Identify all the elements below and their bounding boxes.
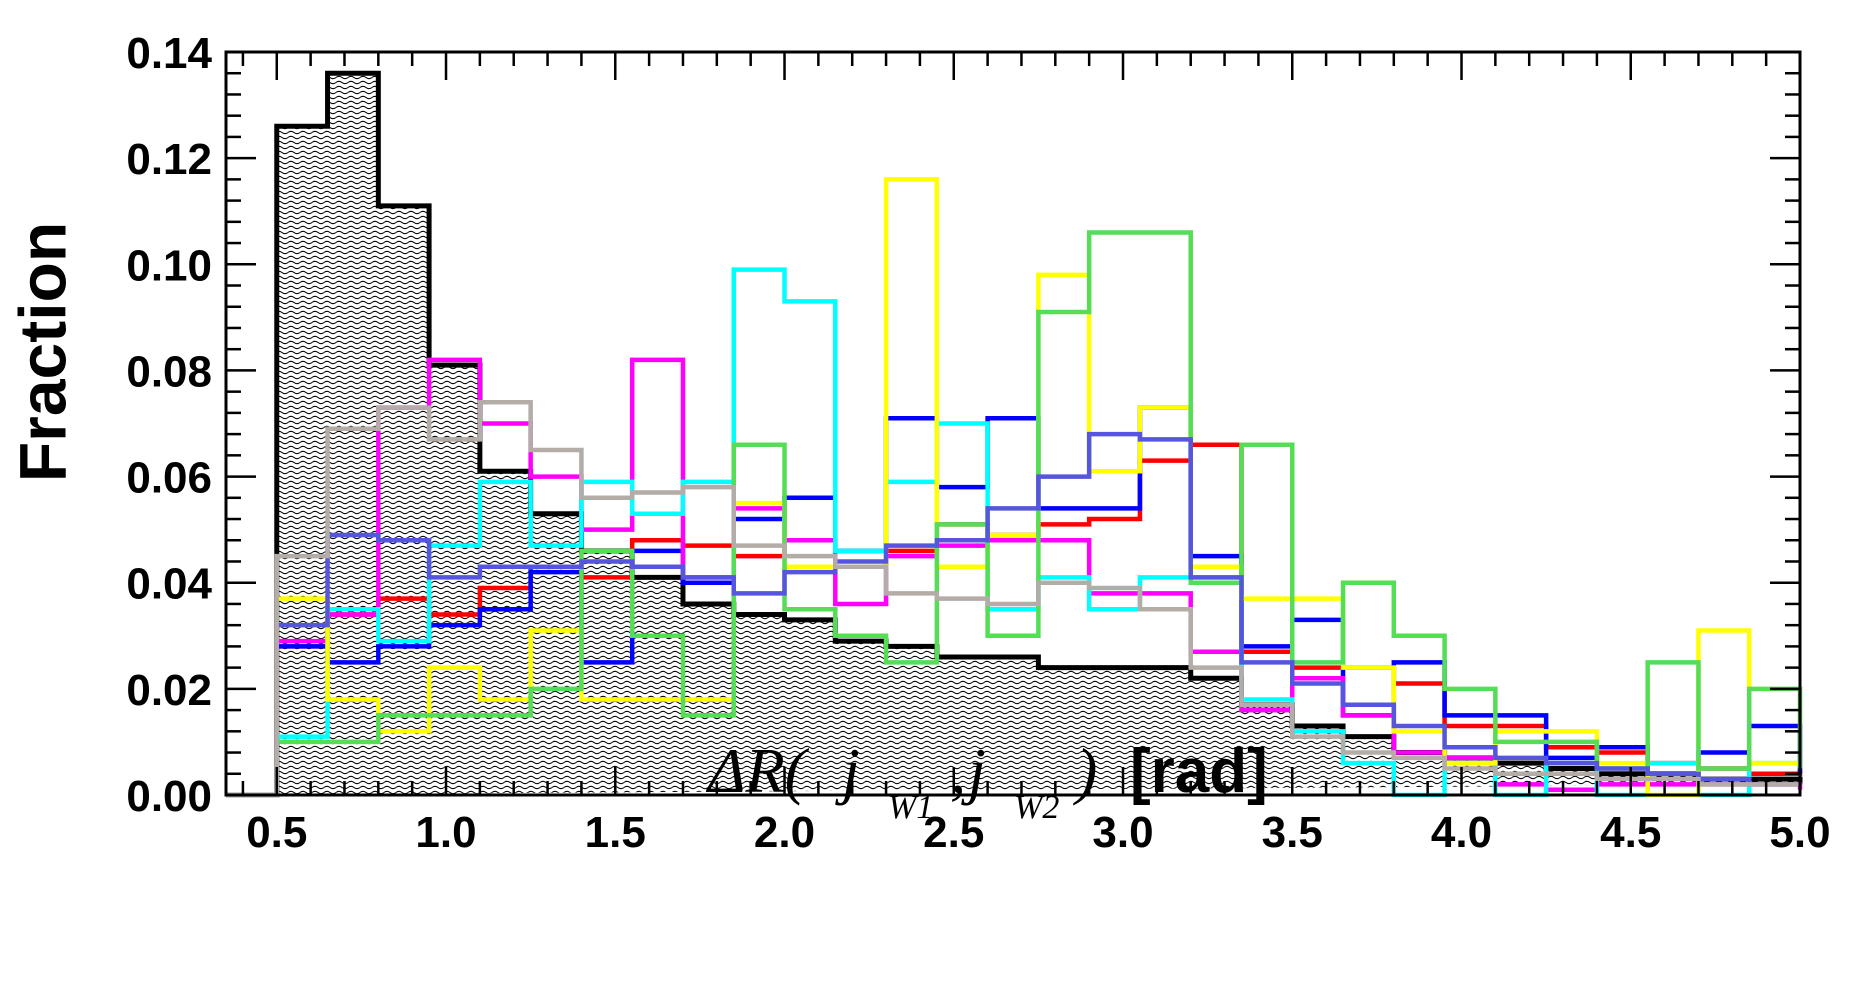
x-tick-label: 4.5 [1600,808,1661,857]
y-tick-label: 0.10 [126,241,212,290]
x-tick-label: 0.5 [246,808,307,857]
x-tick-label: 4.0 [1431,808,1492,857]
series-layer [226,70,1803,798]
x-tick-label: 1.5 [585,808,646,857]
series-fill-black-filled [226,73,1800,795]
x-axis-label: ΔR( j W1 , j W2 ) [rad] [705,735,1268,826]
x-tick-label: 5.0 [1769,808,1830,857]
x-tick-label: 3.0 [1092,808,1153,857]
y-tick-label: 0.12 [126,135,212,184]
y-tick-label: 0.02 [126,666,212,715]
y-tick-label: 0.06 [126,454,212,503]
y-tick-labels: 0.00 0.02 0.04 0.06 0.08 0.10 0.12 0.14 [126,29,212,821]
x-label-sub-2: W2 [1014,789,1059,826]
y-tick-label: 0.14 [126,29,212,78]
x-tick-label: 2.5 [923,808,984,857]
plot-frame [224,50,1802,797]
x-label-prefix: ΔR( [705,735,810,806]
axis-ticks [226,50,1802,797]
y-tick-label: 0.08 [126,347,212,396]
x-tick-label: 1.0 [415,808,476,857]
x-label-close: ) [1072,735,1097,806]
y-axis-label: Fraction [5,222,79,482]
x-tick-labels: 0.5 1.0 1.5 2.0 2.5 3.0 3.5 4.0 4.5 5.0 [246,808,1830,857]
y-tick-label: 0.00 [126,772,212,821]
x-tick-label: 3.5 [1262,808,1323,857]
x-tick-label: 2.0 [754,808,815,857]
x-label-sub-1: W1 [888,789,933,826]
x-label-comma: , [950,735,966,806]
series-line-green [226,230,1803,798]
x-label-unit: [rad] [1130,737,1268,806]
y-tick-label: 0.04 [126,560,212,609]
series-line-slateblue [226,431,1800,798]
